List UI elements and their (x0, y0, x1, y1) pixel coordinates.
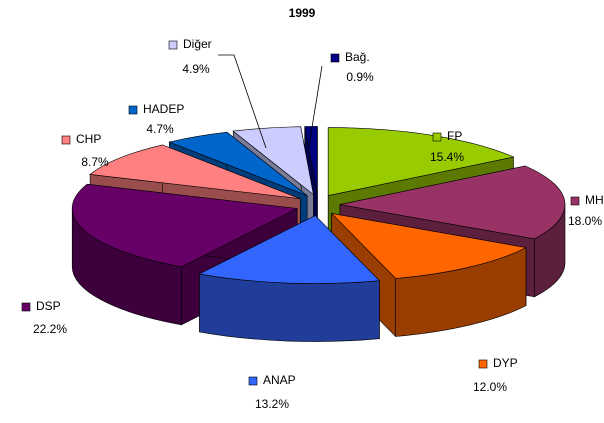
slice-label: DSP (36, 299, 61, 313)
leader-line (218, 54, 267, 149)
slice-label: MHP (585, 193, 604, 207)
value-label: 12.0% (473, 380, 507, 394)
slice-label: HADEP (143, 102, 184, 116)
legend-swatch (330, 53, 340, 63)
slice (232, 126, 314, 196)
legend-swatch (168, 40, 178, 50)
value-label: 4.9% (182, 62, 210, 76)
slice-label: FP (447, 129, 462, 143)
slice (198, 215, 381, 284)
legend-swatch (21, 302, 31, 312)
slice-label: Diğer (183, 37, 212, 51)
value-label: 13.2% (255, 397, 289, 411)
slice (89, 144, 301, 199)
value-label: 8.7% (81, 155, 109, 169)
slice (330, 212, 527, 279)
slice-label: Bağ. (345, 50, 370, 64)
slice (304, 126, 318, 195)
legend-swatch (248, 376, 258, 386)
slice (168, 131, 308, 196)
value-label: 15.4% (430, 150, 464, 164)
legend-swatch (570, 196, 580, 206)
value-label: 18.0% (568, 214, 602, 228)
value-label: 0.9% (346, 70, 374, 84)
slice-rim (199, 273, 380, 342)
legend-swatch (61, 135, 71, 145)
slice-label: ANAP (263, 373, 296, 387)
legend-swatch (478, 359, 488, 369)
chart-title: 1999 (289, 6, 316, 20)
value-label: 4.7% (146, 122, 174, 136)
leader-line (308, 65, 323, 147)
slice (339, 165, 566, 240)
value-label: 22.2% (33, 322, 67, 336)
slice (71, 183, 299, 268)
legend-swatch (128, 105, 138, 115)
slice-label: DYP (493, 356, 518, 370)
slice-label: CHP (76, 132, 101, 146)
legend-swatch (432, 132, 442, 142)
